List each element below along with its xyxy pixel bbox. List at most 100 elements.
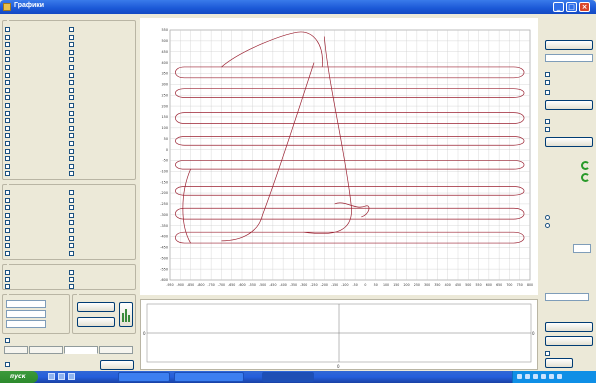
param-checkbox-c-1[interactable]	[5, 189, 12, 196]
param-checkbox-b-17[interactable]	[69, 148, 76, 155]
param-checkbox-d-1[interactable]	[69, 189, 76, 196]
title-bar[interactable]: Графики _ □ ×	[0, 0, 596, 14]
param-checkbox-b-7[interactable]	[69, 72, 76, 79]
tab-2[interactable]	[29, 346, 63, 354]
param-checkbox-b-6[interactable]	[69, 64, 76, 71]
tray-icon-3[interactable]	[533, 374, 538, 379]
param-checkbox-d-7[interactable]	[69, 235, 76, 242]
taskbar-item-1[interactable]	[118, 372, 170, 382]
gps-checkbox-a-3[interactable]	[5, 283, 12, 290]
tray-icon-2[interactable]	[525, 374, 530, 379]
param-checkbox-b-9[interactable]	[69, 87, 76, 94]
right-checkbox-2[interactable]	[545, 79, 552, 86]
param-checkbox-c-8[interactable]	[5, 242, 12, 249]
param-checkbox-b-4[interactable]	[69, 49, 76, 56]
param-checkbox-c-4[interactable]	[5, 212, 12, 219]
param-checkbox-c-5[interactable]	[5, 219, 12, 226]
param-checkbox-b-11[interactable]	[69, 102, 76, 109]
quicklaunch-icon-1[interactable]	[48, 373, 55, 380]
param-checkbox-a-10[interactable]	[5, 94, 12, 101]
param-checkbox-a-19[interactable]	[5, 163, 12, 170]
tab-3[interactable]	[64, 346, 98, 354]
right-button-5[interactable]	[545, 336, 593, 346]
input-2[interactable]	[6, 310, 46, 318]
start-button[interactable]: пуск	[0, 371, 38, 383]
gps-checkbox-a-2[interactable]	[5, 276, 12, 283]
param-checkbox-d-4[interactable]	[69, 212, 76, 219]
param-checkbox-c-2[interactable]	[5, 197, 12, 204]
param-checkbox-a-15[interactable]	[5, 132, 12, 139]
param-checkbox-b-2[interactable]	[69, 34, 76, 41]
gps-checkbox-b-3[interactable]	[69, 283, 76, 290]
param-checkbox-a-13[interactable]	[5, 117, 12, 124]
button-c[interactable]	[119, 302, 133, 327]
param-checkbox-b-16[interactable]	[69, 140, 76, 147]
param-checkbox-c-6[interactable]	[5, 227, 12, 234]
param-checkbox-a-2[interactable]	[5, 34, 12, 41]
param-checkbox-b-12[interactable]	[69, 110, 76, 117]
param-checkbox-d-3[interactable]	[69, 204, 76, 211]
taskbar-item-3[interactable]	[262, 372, 314, 382]
button-b[interactable]	[77, 317, 115, 327]
checkbox-bottom-2[interactable]	[5, 361, 12, 368]
tray-icon-1[interactable]	[517, 374, 522, 379]
right-button-4[interactable]	[545, 322, 593, 332]
param-checkbox-b-5[interactable]	[69, 56, 76, 63]
param-checkbox-d-9[interactable]	[69, 250, 76, 257]
gps-checkbox-a-1[interactable]	[5, 269, 12, 276]
param-checkbox-d-2[interactable]	[69, 197, 76, 204]
input-3[interactable]	[6, 320, 46, 328]
right-input[interactable]	[545, 54, 593, 62]
tray-icon-4[interactable]	[541, 374, 546, 379]
param-checkbox-a-9[interactable]	[5, 87, 12, 94]
param-checkbox-d-8[interactable]	[69, 242, 76, 249]
param-checkbox-a-18[interactable]	[5, 155, 12, 162]
right-checkbox-4[interactable]	[545, 118, 552, 125]
tab-4[interactable]	[99, 346, 133, 354]
param-checkbox-b-8[interactable]	[69, 79, 76, 86]
tray-icon-6[interactable]	[557, 374, 562, 379]
right-button-1[interactable]	[545, 40, 593, 50]
param-checkbox-c-3[interactable]	[5, 204, 12, 211]
right-input-2[interactable]	[545, 293, 589, 301]
param-checkbox-b-19[interactable]	[69, 163, 76, 170]
gps-checkbox-b-2[interactable]	[69, 276, 76, 283]
right-button-2[interactable]	[545, 100, 593, 110]
param-checkbox-c-9[interactable]	[5, 250, 12, 257]
close-button[interactable]: ×	[579, 2, 590, 12]
param-checkbox-b-20[interactable]	[69, 170, 76, 177]
param-checkbox-c-7[interactable]	[5, 235, 12, 242]
param-checkbox-d-5[interactable]	[69, 219, 76, 226]
checkbox-bottom[interactable]	[5, 337, 12, 344]
param-checkbox-a-5[interactable]	[5, 56, 12, 63]
input-1[interactable]	[6, 300, 46, 308]
param-checkbox-b-18[interactable]	[69, 155, 76, 162]
maximize-button[interactable]: □	[566, 2, 577, 12]
right-checkbox-3[interactable]	[545, 89, 552, 96]
param-checkbox-b-3[interactable]	[69, 41, 76, 48]
param-checkbox-a-3[interactable]	[5, 41, 12, 48]
param-checkbox-b-14[interactable]	[69, 125, 76, 132]
param-checkbox-a-11[interactable]	[5, 102, 12, 109]
tray-icon-5[interactable]	[549, 374, 554, 379]
quicklaunch-icon-2[interactable]	[58, 373, 65, 380]
gps-checkbox-b-1[interactable]	[69, 269, 76, 276]
param-checkbox-a-17[interactable]	[5, 148, 12, 155]
param-checkbox-a-20[interactable]	[5, 170, 12, 177]
taskbar-item-2[interactable]	[174, 372, 244, 382]
param-checkbox-a-12[interactable]	[5, 110, 12, 117]
right-spin-input[interactable]	[573, 244, 591, 253]
right-checkbox-1[interactable]	[545, 71, 552, 78]
bottom-button[interactable]	[100, 360, 134, 370]
param-checkbox-a-7[interactable]	[5, 72, 12, 79]
right-radio-2[interactable]	[545, 222, 552, 229]
param-checkbox-b-13[interactable]	[69, 117, 76, 124]
right-checkbox-5[interactable]	[545, 126, 552, 133]
right-button-3[interactable]	[545, 137, 593, 147]
right-checkbox-6[interactable]	[545, 350, 552, 357]
param-checkbox-a-4[interactable]	[5, 49, 12, 56]
minimize-button[interactable]: _	[553, 2, 564, 12]
param-checkbox-a-8[interactable]	[5, 79, 12, 86]
param-checkbox-b-1[interactable]	[69, 26, 76, 33]
param-checkbox-b-15[interactable]	[69, 132, 76, 139]
